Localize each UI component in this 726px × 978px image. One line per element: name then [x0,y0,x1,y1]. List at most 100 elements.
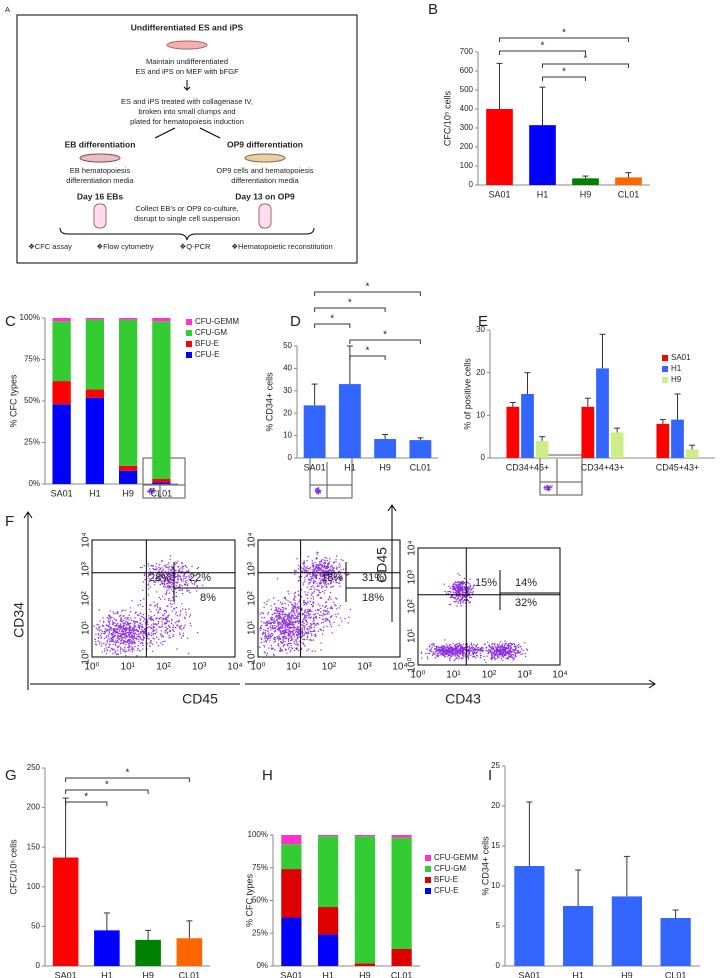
event-dot [469,586,471,588]
event-dot [496,647,498,649]
event-dot [476,655,478,657]
dish-icon [79,153,121,163]
event-dot [113,618,115,620]
event-dot [472,651,474,654]
inset-dot [317,492,319,494]
event-dot [152,637,154,639]
event-dot [281,632,283,634]
event-dot [171,565,173,567]
event-dot [110,640,112,643]
event-dot [168,635,170,637]
event-dot [182,632,184,634]
event-dot [312,585,314,587]
event-dot [314,569,316,571]
event-dot [106,647,108,649]
event-dot [284,607,287,609]
event-dot [288,617,290,619]
significance-bracket [65,777,190,782]
event-dot [322,559,324,561]
event-dot [167,574,169,576]
event-dot [138,614,140,617]
x-tick-label: 10⁴ [392,662,407,673]
y-tick-label: 400 [460,104,474,113]
event-dot [117,637,119,639]
event-dot [261,611,263,614]
event-dot [335,613,337,615]
inset-dot [314,489,316,491]
event-dot [337,613,339,615]
event-dot [270,629,272,631]
event-dot [322,586,324,588]
event-dot [161,560,163,562]
event-dot [273,612,275,614]
event-dot [179,625,181,628]
event-dot [119,635,121,637]
event-dot [524,642,526,644]
event-dot [446,645,448,647]
event-dot [503,656,505,658]
event-dot [266,636,268,638]
event-dot [320,642,322,644]
event-dot [281,618,283,621]
event-dot [303,560,305,562]
event-dot [472,650,474,652]
event-dot [172,590,174,593]
event-dot [284,622,286,625]
event-dot [98,643,101,645]
event-dot [513,642,515,645]
diagram-frame [16,14,358,264]
event-dot [420,651,423,654]
event-dot [163,613,166,615]
event-dot [271,617,274,619]
event-dot [175,611,177,613]
event-dot [515,652,517,654]
event-dot [155,622,157,625]
event-dot [324,570,326,573]
event-dot [297,626,299,629]
bar-segment [354,836,375,964]
event-dot [324,580,326,582]
event-dot [185,611,187,614]
event-dot [279,613,281,615]
inset-dot [548,487,550,489]
event-dot [278,638,280,640]
event-dot [431,654,434,657]
event-dot [156,604,158,606]
event-dot [135,611,137,613]
event-dot [287,600,289,602]
event-dot [277,625,279,627]
event-dot [273,622,275,624]
event-dot [259,646,261,648]
bar [660,918,691,966]
event-dot [153,627,156,629]
event-dot [159,579,162,581]
event-dot [320,607,322,610]
event-dot [455,587,457,589]
event-dot [344,617,346,620]
event-dot [166,616,168,619]
event-dot [348,616,350,618]
x-tick-label: 10¹ [286,662,301,673]
event-dot [282,645,284,648]
event-dot [180,580,183,582]
event-dot [288,626,290,628]
event-dot [507,652,509,654]
legend-label: H1 [671,364,682,373]
event-dot [282,635,284,638]
event-dot [513,644,516,646]
event-dot [197,566,200,569]
event-dot [482,649,485,652]
event-dot [144,627,146,630]
event-dot [100,632,103,635]
event-dot [111,640,114,642]
event-dot [309,568,311,570]
event-dot [109,610,111,612]
event-dot [127,646,129,649]
event-dot [330,574,332,576]
event-dot [452,651,454,653]
event-dot [153,614,156,616]
event-dot [303,627,306,629]
event-dot [449,587,451,589]
event-dot [161,581,163,583]
event-dot [113,628,115,630]
